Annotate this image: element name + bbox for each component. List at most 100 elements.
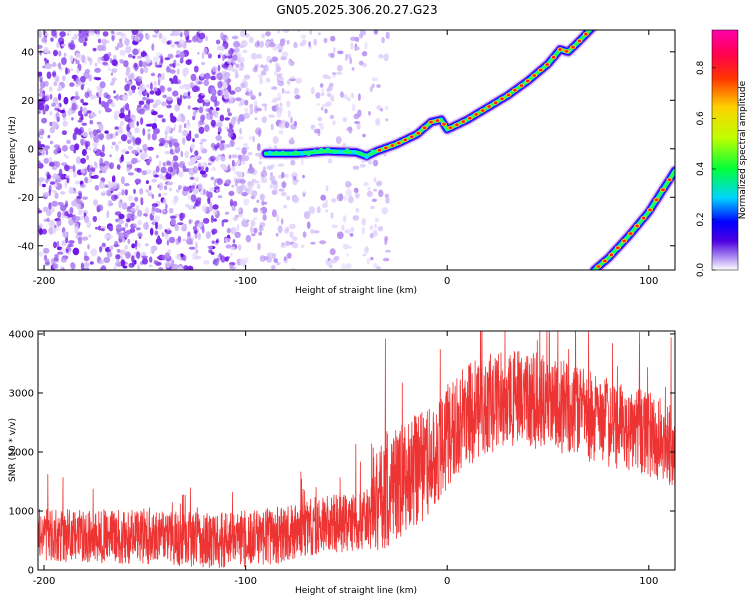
main-ridge-spot-core bbox=[390, 144, 395, 147]
noise-blob bbox=[254, 152, 261, 157]
noise-blob bbox=[62, 75, 66, 82]
noise-blob bbox=[197, 81, 203, 85]
noise-blob bbox=[331, 198, 337, 203]
noise-blob bbox=[89, 170, 92, 179]
noise-blob bbox=[119, 59, 125, 64]
noise-blob bbox=[76, 156, 81, 164]
noise-blob bbox=[170, 43, 176, 48]
noise-blob bbox=[94, 67, 101, 73]
noise-blob bbox=[63, 96, 69, 105]
noise-blob bbox=[261, 69, 267, 74]
noise-blob bbox=[187, 91, 191, 96]
noise-blob bbox=[54, 224, 57, 229]
noise-blob bbox=[135, 242, 138, 250]
noise-blob bbox=[373, 188, 378, 192]
noise-blob bbox=[124, 189, 128, 196]
noise-blob bbox=[227, 112, 232, 117]
noise-blob bbox=[371, 198, 377, 202]
noise-blob bbox=[218, 154, 223, 158]
noise-blob bbox=[83, 41, 87, 47]
noise-blob bbox=[154, 208, 161, 213]
noise-blob bbox=[151, 133, 157, 141]
noise-blob bbox=[38, 152, 42, 156]
noise-blob bbox=[126, 81, 132, 85]
noise-blob bbox=[128, 89, 133, 97]
noise-blob bbox=[363, 181, 369, 187]
noise-blob bbox=[104, 184, 109, 188]
noise-blob bbox=[114, 46, 119, 51]
noise-blob bbox=[231, 154, 238, 159]
noise-blob bbox=[147, 128, 151, 133]
noise-blob bbox=[183, 186, 190, 192]
noise-blob bbox=[70, 39, 75, 45]
noise-blob bbox=[60, 204, 67, 212]
noise-blob bbox=[120, 176, 125, 185]
noise-blob bbox=[171, 263, 179, 270]
noise-blob bbox=[378, 189, 384, 198]
noise-blob bbox=[176, 63, 181, 67]
noise-blob bbox=[258, 227, 265, 231]
noise-blob bbox=[94, 62, 98, 67]
noise-blob bbox=[100, 82, 105, 89]
noise-blob bbox=[39, 136, 44, 140]
noise-blob bbox=[48, 219, 56, 227]
noise-blob bbox=[347, 195, 354, 204]
noise-blob bbox=[228, 64, 233, 72]
noise-blob bbox=[69, 43, 76, 50]
noise-blob bbox=[254, 180, 260, 184]
noise-blob bbox=[210, 215, 214, 223]
noise-blob bbox=[52, 97, 59, 105]
noise-blob bbox=[219, 142, 225, 151]
noise-blob bbox=[198, 183, 203, 191]
noise-blob bbox=[137, 104, 142, 108]
noise-blob bbox=[253, 207, 258, 213]
noise-blob bbox=[94, 162, 98, 169]
noise-blob bbox=[201, 52, 205, 60]
main-ridge-spot-core bbox=[429, 120, 433, 124]
noise-blob bbox=[187, 205, 195, 210]
noise-blob bbox=[174, 213, 179, 217]
noise-blob bbox=[119, 49, 126, 56]
noise-blob bbox=[66, 30, 72, 33]
noise-blob bbox=[362, 253, 367, 257]
noise-blob bbox=[268, 42, 276, 48]
noise-blob bbox=[207, 162, 212, 166]
noise-blob bbox=[71, 102, 77, 111]
noise-blob bbox=[208, 86, 212, 94]
main-ridge-spot bbox=[299, 151, 305, 156]
noise-blob bbox=[98, 90, 103, 97]
noise-blob bbox=[43, 247, 50, 254]
spectrogram-frame bbox=[37, 29, 676, 271]
noise-blob bbox=[151, 178, 157, 183]
noise-blob bbox=[375, 180, 383, 187]
noise-blob bbox=[89, 120, 94, 125]
main-ridge-spot-core bbox=[397, 141, 401, 145]
noise-blob bbox=[237, 52, 242, 60]
noise-blob bbox=[350, 226, 355, 233]
xtick-label: 100 bbox=[639, 276, 658, 287]
noise-blob bbox=[103, 40, 110, 44]
noise-blob bbox=[245, 91, 249, 96]
noise-blob bbox=[49, 86, 53, 92]
noise-blob bbox=[200, 138, 207, 142]
main-ridge-spot-core bbox=[513, 88, 517, 92]
noise-blob bbox=[152, 34, 158, 38]
noise-blob bbox=[229, 252, 233, 257]
noise-blob bbox=[220, 140, 225, 144]
noise-blob bbox=[195, 241, 198, 250]
noise-blob bbox=[310, 241, 316, 245]
noise-blob bbox=[63, 52, 67, 58]
noise-blob bbox=[225, 179, 232, 185]
noise-blob bbox=[116, 183, 120, 190]
main-ridge-spot-core bbox=[545, 63, 549, 66]
noise-blob bbox=[79, 138, 86, 145]
noise-blob bbox=[57, 84, 62, 91]
noise-blob bbox=[253, 105, 259, 114]
noise-blob bbox=[369, 86, 373, 93]
noise-blob bbox=[166, 104, 172, 109]
noise-blob bbox=[96, 204, 104, 212]
noise-blob bbox=[64, 164, 70, 172]
noise-blob bbox=[56, 218, 62, 227]
noise-blob bbox=[189, 156, 197, 164]
noise-blob bbox=[67, 213, 74, 218]
